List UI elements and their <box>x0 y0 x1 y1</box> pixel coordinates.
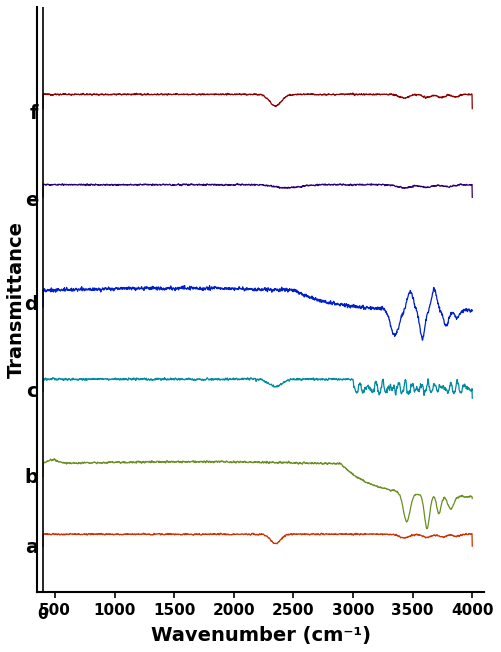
Text: a: a <box>25 538 38 557</box>
Text: c: c <box>27 381 38 400</box>
Text: d: d <box>25 295 38 314</box>
Text: e: e <box>25 191 38 210</box>
Text: 0: 0 <box>38 607 48 622</box>
X-axis label: Wavenumber (cm⁻¹): Wavenumber (cm⁻¹) <box>150 626 370 645</box>
Y-axis label: Transmittance: Transmittance <box>7 221 26 378</box>
Text: b: b <box>25 468 38 487</box>
Text: f: f <box>30 104 38 123</box>
